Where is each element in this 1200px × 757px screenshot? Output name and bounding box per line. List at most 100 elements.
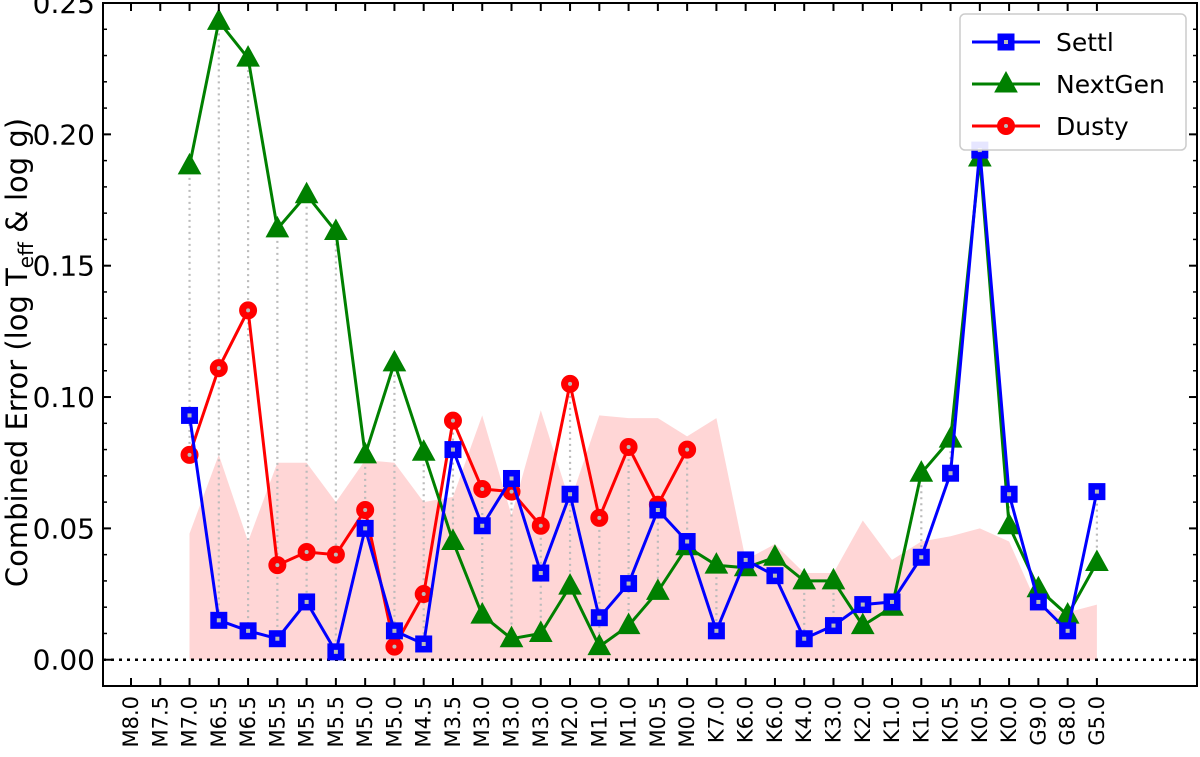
dusty-data-point-center	[333, 552, 338, 557]
x-tick-label: M3.0	[500, 696, 524, 748]
x-tick-label: G5.0	[1085, 696, 1109, 746]
settl-data-point-center	[1036, 599, 1041, 604]
settl-data-point-center	[392, 628, 397, 633]
dusty-series-line	[188, 305, 689, 651]
settl-data-point-center	[450, 447, 455, 452]
settl-data-point-center	[626, 581, 631, 586]
legend-label: NextGen	[1056, 70, 1165, 99]
x-tick-label: K0.0	[997, 696, 1021, 743]
x-tick-label: M6.5	[207, 696, 231, 748]
x-tick-label: K0.5	[939, 696, 963, 743]
dusty-data-point-center	[421, 592, 426, 597]
y-tick-label: 0.00	[33, 644, 95, 677]
x-tick-label: K4.0	[792, 696, 816, 743]
x-tick-label: K7.0	[704, 696, 728, 743]
nextgen-data-point	[821, 567, 846, 590]
nextgen-data-point	[236, 45, 260, 67]
dusty-data-point-center	[480, 486, 485, 491]
settl-data-point-center	[304, 599, 309, 604]
dusty-data-point-center	[246, 308, 251, 313]
x-tick-label: M0.5	[646, 696, 670, 748]
legend-box	[959, 13, 1187, 151]
settl-data-point-center	[772, 573, 777, 578]
x-tick-label: M5.0	[353, 696, 377, 748]
x-tick-label: K3.0	[821, 696, 845, 743]
dusty-data-point-center	[275, 563, 280, 568]
nextgen-data-point	[997, 512, 1021, 535]
x-tick-label: M5.0	[382, 696, 406, 748]
nextgen-data-point	[470, 602, 495, 624]
x-tick-label: M8.0	[119, 696, 143, 748]
x-tick-label: M1.0	[587, 696, 611, 748]
nextgen-data-point	[616, 612, 641, 635]
nextgen-data-point	[528, 620, 553, 642]
dusty-data-point-center	[509, 489, 514, 494]
dusty-data-point-center	[216, 366, 221, 371]
legend-marker	[994, 70, 1018, 93]
x-tick-label: K6.0	[763, 696, 787, 743]
settl-data-point-center	[538, 571, 543, 576]
x-tick-label: M0.0	[675, 696, 699, 748]
x-tick-label: M3.5	[441, 696, 465, 748]
nextgen-data-point	[441, 528, 465, 551]
x-tick-label: K6.0	[734, 696, 758, 743]
y-axis-label: Combined Error (log Teff & log g)	[0, 118, 38, 587]
settl-data-point-center	[890, 599, 895, 604]
dusty-data-point-center	[392, 644, 397, 649]
y-tick-label: 0.25	[33, 0, 95, 20]
x-tick-label: G9.0	[1026, 696, 1050, 746]
legend-label: Dusty	[1056, 112, 1129, 141]
settl-data-point-center	[919, 555, 924, 560]
x-tick-label: M4.5	[412, 696, 436, 748]
x-tick-label: K2.0	[851, 696, 875, 743]
settl-data-point-center	[568, 492, 573, 497]
settl-data-point-center	[216, 618, 221, 623]
legend-label: Settl	[1056, 28, 1114, 57]
dusty-data-point-center	[187, 452, 192, 457]
x-tick-label: G8.0	[1056, 696, 1080, 746]
settl-data-point-center	[743, 557, 748, 562]
settl-data-point-center	[275, 636, 280, 641]
dusty-data-point-center	[538, 523, 543, 528]
dusty-data-point-center	[450, 418, 455, 423]
x-tick-label: M5.5	[324, 696, 348, 748]
nextgen-data-point	[909, 460, 934, 482]
shaded-region	[189, 410, 1097, 660]
dusty-data-point-center	[304, 550, 309, 555]
settl-data-point-center	[1094, 489, 1099, 494]
x-tick-label: K1.0	[880, 696, 904, 743]
x-tick-label: M2.0	[558, 696, 582, 748]
nextgen-data-point	[646, 578, 670, 600]
settl-data-point-center	[363, 526, 368, 531]
nextgen-data-point	[1085, 549, 1109, 572]
y-tick-label: 0.10	[33, 381, 95, 414]
settl-data-point-center	[802, 636, 807, 641]
nextgen-data-point	[411, 439, 436, 461]
x-tick-label: M3.0	[470, 696, 494, 748]
dusty-data-point-center	[568, 381, 573, 386]
settl-data-point-center	[597, 615, 602, 620]
nextgen-data-point	[850, 612, 875, 635]
nextgen-data-point	[763, 544, 787, 566]
x-tick-label: M1.0	[617, 696, 641, 748]
nextgen-data-point	[294, 181, 319, 204]
nextgen-data-point	[704, 552, 729, 574]
legend-marker-center	[1004, 40, 1008, 44]
nextgen-data-point	[177, 152, 202, 175]
nextgen-data-point	[353, 441, 378, 464]
settl-data-point-center	[655, 507, 660, 512]
settl-data-point-center	[948, 471, 953, 476]
settl-data-point-center	[509, 476, 514, 481]
y-tick-label: 0.15	[33, 250, 95, 283]
settl-data-point-center	[1007, 492, 1012, 497]
x-tick-label: M7.5	[148, 696, 172, 748]
settl-data-point-center	[480, 523, 485, 528]
nextgen-data-point	[324, 218, 348, 241]
dusty-data-point-center	[626, 444, 631, 449]
x-tick-label: M7.0	[178, 696, 202, 748]
settl-data-point-center	[246, 628, 251, 633]
legend-marker-center	[1004, 124, 1008, 128]
nextgen-data-point	[792, 567, 817, 590]
nextgen-data-point	[206, 8, 231, 30]
